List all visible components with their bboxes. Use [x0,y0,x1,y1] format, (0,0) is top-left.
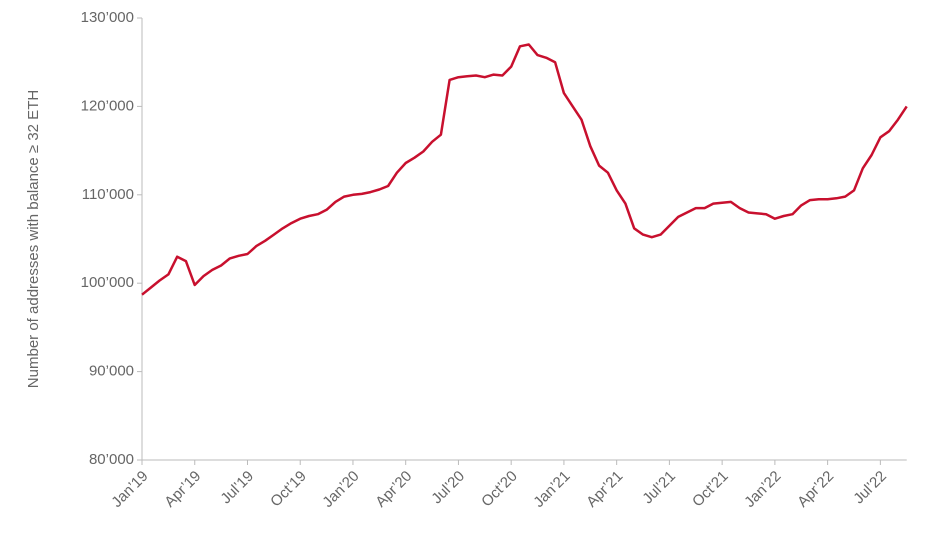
y-tick-label: 130’000 [81,9,134,26]
y-tick-label: 100’000 [81,274,134,291]
x-tick-label: Jan’20 [319,468,362,511]
x-tick-label: Apr’20 [372,468,415,511]
x-tick-label: Jul’20 [428,468,468,508]
x-tick-label: Oct’19 [267,468,310,511]
x-tick-label: Apr’21 [583,468,626,511]
y-tick-label: 80’000 [89,451,134,468]
x-tick-label: Jan’22 [741,468,784,511]
y-tick-label: 120’000 [81,97,134,114]
x-tick-label: Oct’21 [689,468,732,511]
x-tick-label: Jan’19 [108,468,151,511]
x-tick-label: Jan’21 [530,468,573,511]
y-axis-label: Number of addresses with balance ≥ 32 ET… [25,90,42,388]
x-tick-label: Oct’20 [478,468,521,511]
y-tick-label: 90’000 [89,363,134,380]
x-tick-label: Jul’19 [217,468,257,508]
x-tick-label: Jul’21 [639,468,679,508]
x-tick-label: Apr’22 [794,468,837,511]
data-line [141,43,908,296]
x-tick-label: Jul’22 [850,468,890,508]
y-tick-label: 110’000 [82,186,134,203]
x-tick-label: Apr’19 [161,468,204,511]
